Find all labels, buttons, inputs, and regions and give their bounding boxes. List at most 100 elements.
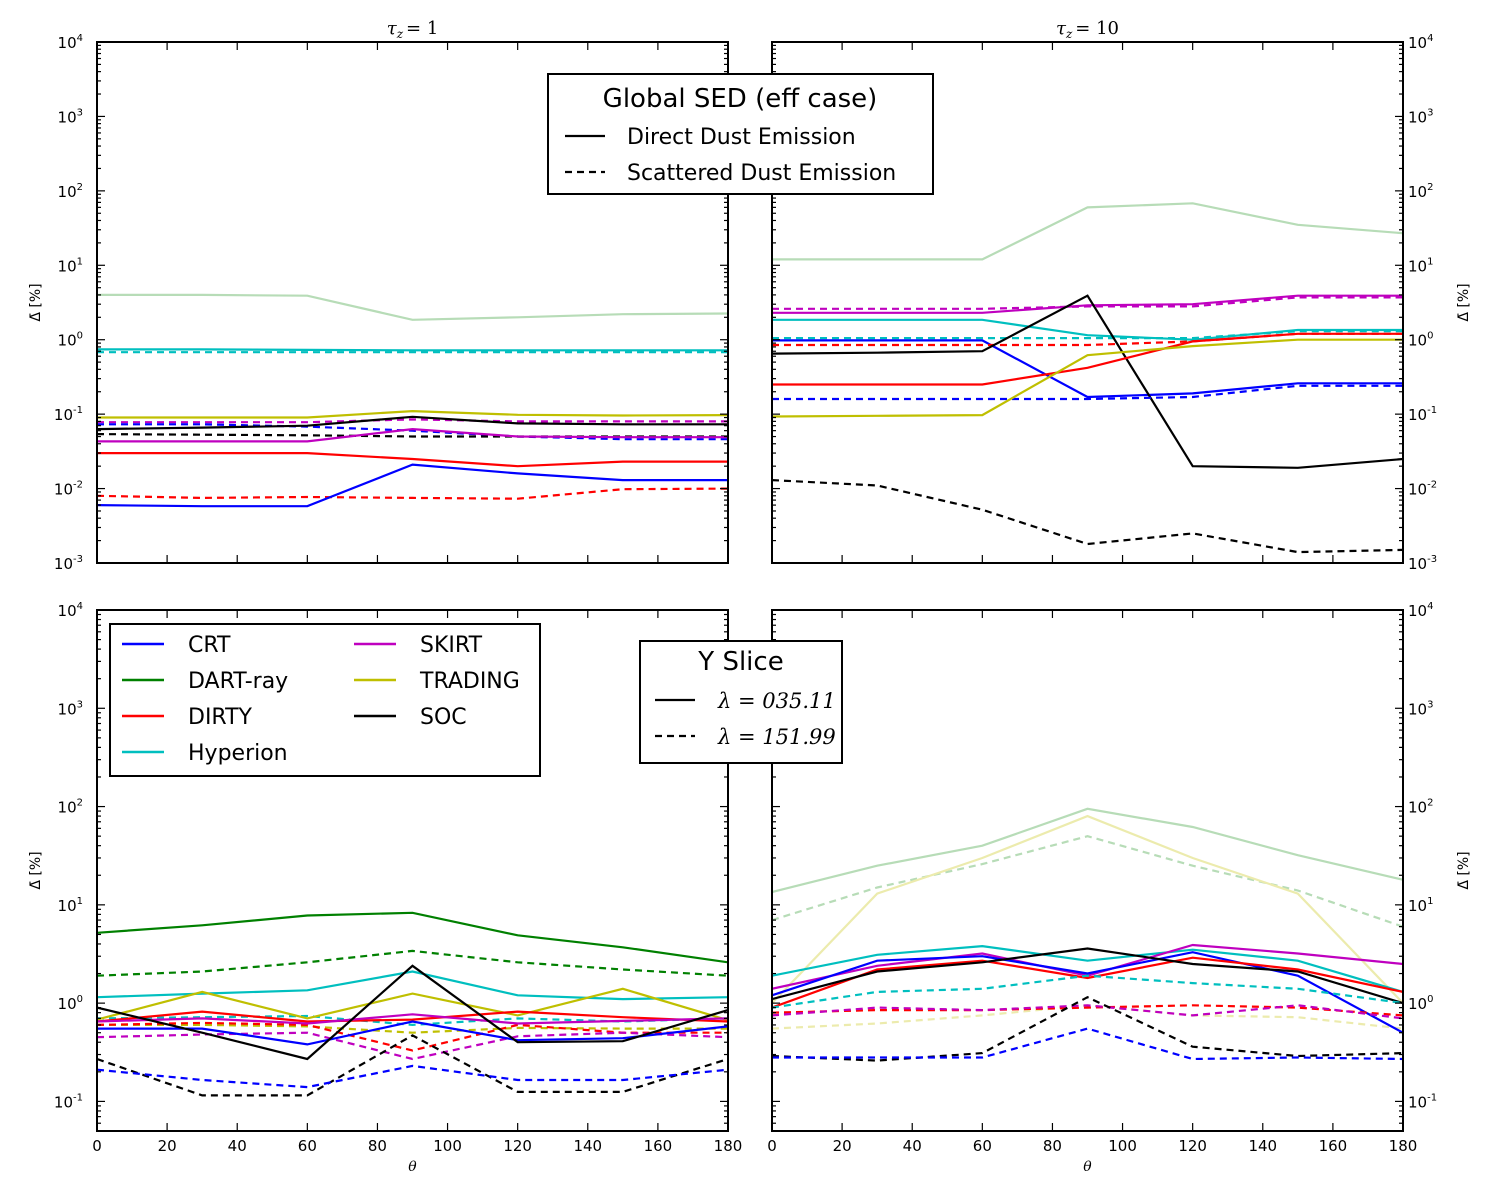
y-tick-label: 102 bbox=[58, 182, 83, 201]
series-line bbox=[772, 1004, 1403, 1017]
y-tick-exp: 1 bbox=[1427, 896, 1433, 907]
legend-frame bbox=[109, 623, 541, 777]
y-tick-label: 10-3 bbox=[54, 554, 83, 573]
x-tick-label: 100 bbox=[1108, 1137, 1137, 1155]
y-tick-exp: 0 bbox=[1427, 331, 1433, 342]
series-line bbox=[97, 415, 728, 431]
x-tick-label: 60 bbox=[298, 1137, 317, 1155]
x-tick-label: 160 bbox=[1319, 1137, 1348, 1155]
y-tick-base: 10 bbox=[1408, 406, 1427, 424]
y-tick-exp: 0 bbox=[1427, 994, 1433, 1005]
series-line bbox=[772, 995, 1403, 1062]
y-tick-label: 102 bbox=[1408, 182, 1433, 201]
y-tick-exp: 3 bbox=[1427, 107, 1433, 118]
y-tick-label: 104 bbox=[58, 601, 83, 620]
y-tick-base: 10 bbox=[58, 799, 77, 817]
y-tick-label: 10-2 bbox=[54, 480, 83, 499]
series-line bbox=[772, 202, 1403, 261]
series-line bbox=[97, 1014, 728, 1027]
y-tick-label: 102 bbox=[58, 798, 83, 817]
title-symbol: τ bbox=[1056, 18, 1067, 39]
legend-entry-label: TRADING bbox=[419, 669, 520, 694]
y-tick-exp: -3 bbox=[1427, 554, 1437, 565]
x-axis-label: θ bbox=[408, 1159, 417, 1175]
x-tick-label: 20 bbox=[833, 1137, 852, 1155]
y-tick-exp: 1 bbox=[77, 256, 83, 267]
series-line bbox=[772, 294, 1403, 469]
title-value: = 10 bbox=[1075, 18, 1119, 39]
x-tick-label: 120 bbox=[503, 1137, 532, 1155]
series-line bbox=[97, 949, 728, 977]
series-group bbox=[97, 911, 728, 1097]
y-tick-label: 104 bbox=[58, 33, 83, 52]
y-tick-label: 104 bbox=[1408, 33, 1433, 52]
legend-entry-label: DIRTY bbox=[188, 705, 253, 730]
y-tick-exp: 0 bbox=[77, 994, 83, 1005]
y-tick-exp: 2 bbox=[1427, 798, 1433, 809]
series-line bbox=[772, 479, 1403, 554]
y-tick-base: 10 bbox=[1408, 1093, 1427, 1111]
y-tick-label: 100 bbox=[58, 994, 83, 1013]
y-tick-base: 10 bbox=[1408, 602, 1427, 620]
series-line bbox=[97, 487, 728, 500]
series-line bbox=[772, 1004, 1403, 1020]
legend-title: Y Slice bbox=[697, 647, 783, 677]
series-line bbox=[772, 330, 1403, 340]
y-tick-label: 100 bbox=[1408, 331, 1433, 350]
legend-entry-label: λ = 151.99 bbox=[717, 725, 836, 749]
series-line bbox=[97, 1013, 728, 1025]
series-group bbox=[772, 202, 1403, 554]
title-subscript: z bbox=[396, 27, 404, 41]
y-tick-base: 10 bbox=[58, 257, 77, 275]
axes-frame bbox=[96, 41, 729, 564]
y-tick-exp: -2 bbox=[1427, 480, 1437, 491]
y-tick-exp: 2 bbox=[1427, 182, 1433, 193]
legend-entry-label: Scattered Dust Emission bbox=[627, 161, 896, 186]
x-tick-label: 80 bbox=[368, 1137, 387, 1155]
y-tick-label: 10-1 bbox=[54, 1092, 83, 1111]
y-tick-label: 103 bbox=[1408, 699, 1433, 718]
x-axis-label: θ bbox=[1083, 1159, 1092, 1175]
y-axis-label: Δ̄ [%] bbox=[28, 283, 44, 321]
y-tick-base: 10 bbox=[58, 34, 77, 52]
y-tick-base: 10 bbox=[54, 481, 73, 499]
series-line bbox=[772, 1004, 1403, 1030]
y-tick-label: 100 bbox=[58, 331, 83, 350]
series-group bbox=[97, 293, 728, 508]
y-tick-base: 10 bbox=[58, 995, 77, 1013]
y-tick-exp: 4 bbox=[1427, 33, 1433, 44]
series-line bbox=[97, 433, 728, 438]
y-tick-base: 10 bbox=[1408, 995, 1427, 1013]
y-tick-label: 10-1 bbox=[1408, 405, 1437, 424]
series-line bbox=[97, 1023, 728, 1034]
y-tick-exp: 4 bbox=[1427, 601, 1433, 612]
y-tick-label: 101 bbox=[1408, 256, 1433, 275]
series-line bbox=[97, 348, 728, 352]
x-tick-label: 0 bbox=[767, 1137, 777, 1155]
series-line bbox=[97, 987, 728, 1022]
y-tick-label: 100 bbox=[1408, 994, 1433, 1013]
y-tick-base: 10 bbox=[1408, 897, 1427, 915]
y-axis-label: Δ̄ [%] bbox=[1456, 851, 1472, 889]
series-line bbox=[97, 427, 728, 443]
y-tick-exp: 1 bbox=[77, 896, 83, 907]
series-line bbox=[772, 296, 1403, 310]
y-tick-base: 10 bbox=[1408, 183, 1427, 201]
series-line bbox=[772, 338, 1403, 418]
y-tick-exp: 4 bbox=[77, 601, 83, 612]
series-line bbox=[97, 418, 728, 424]
series-line bbox=[772, 814, 1403, 1004]
series-line bbox=[772, 956, 1403, 1009]
y-tick-base: 10 bbox=[58, 183, 77, 201]
x-tick-label: 180 bbox=[714, 1137, 743, 1155]
x-tick-label: 80 bbox=[1043, 1137, 1062, 1155]
series-line bbox=[97, 1034, 728, 1097]
y-tick-label: 10-1 bbox=[54, 405, 83, 424]
x-tick-label: 60 bbox=[973, 1137, 992, 1155]
series-line bbox=[97, 1010, 728, 1023]
series-line bbox=[772, 807, 1403, 894]
y-tick-base: 10 bbox=[54, 1093, 73, 1111]
x-tick-label: 120 bbox=[1178, 1137, 1207, 1155]
x-tick-label: 40 bbox=[228, 1137, 247, 1155]
series-line bbox=[97, 409, 728, 419]
